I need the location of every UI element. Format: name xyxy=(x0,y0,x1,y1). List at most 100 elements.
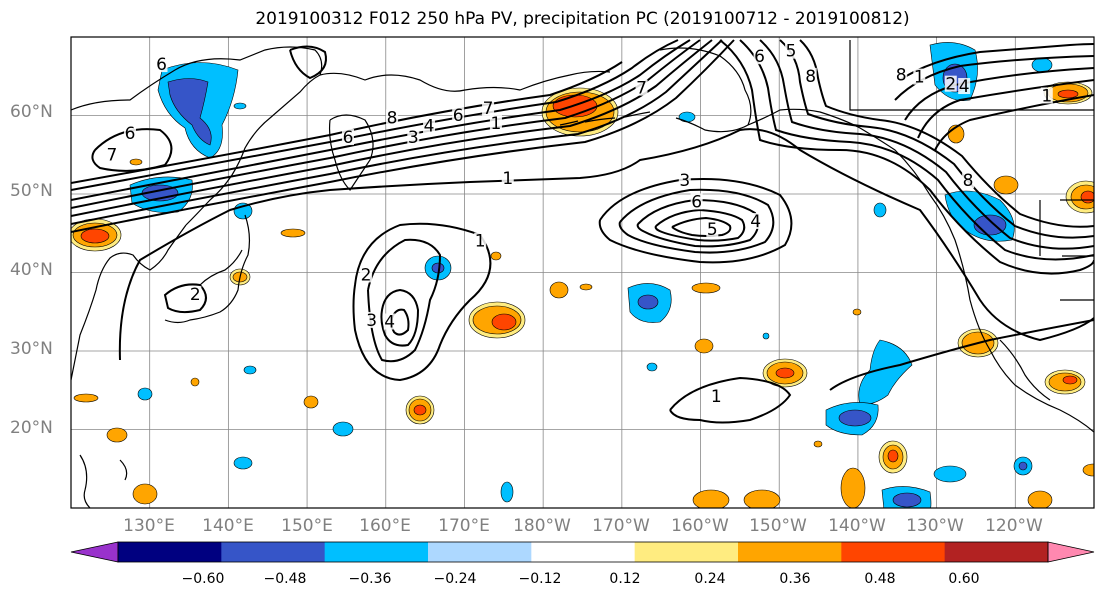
lon-label-170e: 170°E xyxy=(438,516,490,536)
colorbar-tick: −0.12 xyxy=(518,571,562,587)
contour-label: 2 xyxy=(361,265,372,285)
pv-trough-3 xyxy=(759,39,1094,250)
pv-contour-band-5 xyxy=(71,39,735,233)
colorbar-segment xyxy=(738,542,842,562)
contour-label-bg xyxy=(105,146,118,163)
pv-low-160w-5 xyxy=(671,216,732,237)
colorbar-segment xyxy=(841,542,946,562)
contour-label-bg xyxy=(360,266,373,283)
colorbar-tick: 0.12 xyxy=(609,571,641,587)
contour-label: 7 xyxy=(483,99,494,119)
pv-trough-4 xyxy=(779,39,1094,239)
contour-label: 6 xyxy=(691,192,702,212)
contour-label-bg xyxy=(423,117,436,134)
contour-label: 6 xyxy=(754,47,765,67)
lon-label-160w: 160°W xyxy=(671,516,729,536)
pv-cutoff-outer xyxy=(352,222,492,382)
contour-label: 4 xyxy=(750,212,761,232)
colorbar-tick: 0.36 xyxy=(779,571,811,587)
contour-label-bg xyxy=(341,129,354,146)
pv-cutoff-inner xyxy=(380,288,420,347)
lon-label-150w: 150°W xyxy=(749,516,807,536)
pv-contour-1-east xyxy=(829,319,1094,391)
contour-label-bg xyxy=(710,388,723,405)
contour-label: 6 xyxy=(453,106,464,126)
pv-trough-7 xyxy=(894,55,1094,101)
contour-label: 1 xyxy=(711,387,722,407)
colorbar-tick: −0.36 xyxy=(348,571,392,587)
colorbar-frame xyxy=(117,541,1049,563)
contour-label: 8 xyxy=(896,65,907,85)
colorbar-tick: 0.24 xyxy=(694,571,726,587)
contour-label: 2 xyxy=(945,75,956,95)
contour-label-bg xyxy=(474,232,487,249)
coastline-north-america-west xyxy=(849,40,1094,301)
pv-contour-1-ridge xyxy=(118,128,1094,361)
lon-label-160e: 160°E xyxy=(359,516,411,536)
contour-label: 5 xyxy=(707,220,718,240)
contour-label: 8 xyxy=(387,108,398,128)
contour-label-bg xyxy=(804,67,817,84)
contour-label: 1 xyxy=(491,114,502,134)
colorbar-tick: −0.48 xyxy=(263,571,307,587)
colorbar-extend-high xyxy=(1047,541,1095,563)
lon-label-140e: 140°E xyxy=(202,516,254,536)
pv-trough-5 xyxy=(799,39,1094,228)
contour-label-bg xyxy=(489,114,502,131)
contour-label: 2 xyxy=(190,285,201,305)
pv-contour-band-2 xyxy=(71,39,701,209)
contour-label-bg xyxy=(785,42,798,59)
contour-label: 8 xyxy=(805,67,816,87)
contour-label: 6 xyxy=(125,124,136,144)
lon-label-140w: 140°W xyxy=(828,516,886,536)
contour-label-bg xyxy=(1040,87,1053,104)
pv-contour-band-3 xyxy=(71,39,713,217)
lon-label-150e: 150°E xyxy=(281,516,333,536)
contour-label: 6 xyxy=(343,128,354,148)
lat-label-50n: 50°N xyxy=(10,181,53,201)
coastline-korea-china xyxy=(71,224,187,381)
contour-label: 4 xyxy=(959,77,970,97)
contour-label-bg xyxy=(678,172,691,189)
contour-label: 1 xyxy=(1041,86,1052,106)
contour-label-bg xyxy=(913,68,926,85)
pv-contour-band-7 xyxy=(71,61,623,184)
pv-contour-bering-loop xyxy=(289,45,327,80)
lon-label-130e: 130°E xyxy=(123,516,175,536)
contour-label-bg xyxy=(124,125,137,142)
pv-contour-japan-loop xyxy=(163,283,207,314)
contour-label-bg xyxy=(155,56,168,73)
contour-label: 1 xyxy=(502,169,513,189)
colorbar-tick: −0.60 xyxy=(181,571,225,587)
map-title: 2019100312 F012 250 hPa PV, precipitatio… xyxy=(255,9,910,29)
contour-label-bg xyxy=(452,107,465,124)
contour-label-bg xyxy=(635,79,648,96)
lat-label-30n: 30°N xyxy=(10,339,53,359)
colorbar-segment xyxy=(531,542,636,562)
contour-label-bg xyxy=(189,286,202,303)
contour-label: 8 xyxy=(963,171,974,191)
pv-contour-band-6 xyxy=(71,39,679,191)
contour-label: 3 xyxy=(679,171,690,191)
contour-label-bg xyxy=(944,75,957,92)
pv-contour-1-south xyxy=(669,376,792,424)
pv-trough-6 xyxy=(899,43,1094,81)
contour-label-bg xyxy=(501,169,514,186)
contour-label: 7 xyxy=(636,79,647,99)
contour-label-bg xyxy=(749,213,762,230)
contour-label-bg xyxy=(386,109,399,126)
pv-trough-2 xyxy=(739,39,1094,261)
contour-label-bg xyxy=(706,220,719,237)
lon-label-130w: 130°W xyxy=(906,516,964,536)
contour-label-bg xyxy=(690,193,703,210)
coastlines xyxy=(71,40,1094,508)
lat-label-60n: 60°N xyxy=(10,102,53,122)
contour-label-bg xyxy=(753,48,766,65)
contour-label-bg xyxy=(962,172,975,189)
contour-label-bg xyxy=(895,66,908,83)
pv-trough-10 xyxy=(934,94,1094,151)
coastline-siberia-east xyxy=(319,70,611,92)
lat-label-20n: 20°N xyxy=(10,418,53,438)
